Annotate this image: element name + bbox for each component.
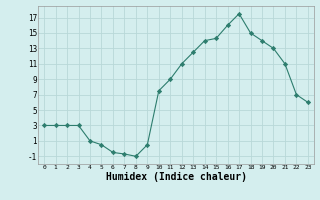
X-axis label: Humidex (Indice chaleur): Humidex (Indice chaleur) xyxy=(106,172,246,182)
